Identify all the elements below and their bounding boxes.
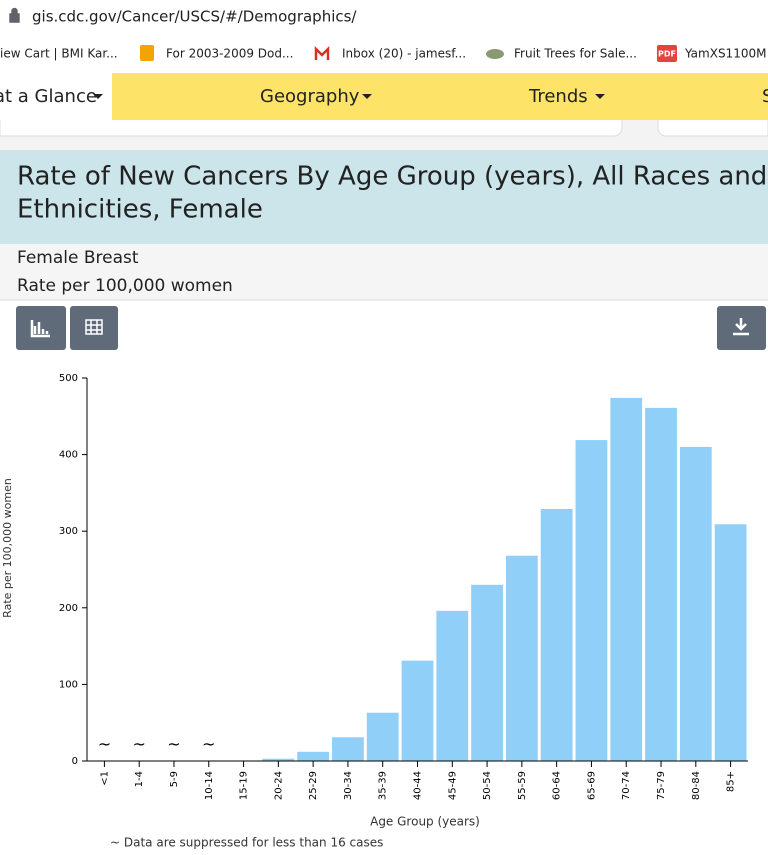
lock-icon [10, 9, 19, 23]
y-tick-label: 0 [72, 756, 78, 767]
x-tick-label: 85+ [726, 771, 737, 792]
x-tick-label: 1-4 [134, 771, 145, 787]
bookmark[interactable]: For 2003-2009 Dod... [166, 47, 293, 61]
y-axis-label: Rate per 100,000 women [1, 478, 14, 618]
bookmark[interactable]: Inbox (20) - jamesf... [342, 47, 466, 61]
x-tick-label: 65-69 [586, 771, 597, 800]
bookmark[interactable]: Fruit Trees for Sale... [514, 47, 637, 61]
y-tick-label: 100 [59, 679, 78, 690]
bar [610, 398, 642, 761]
x-tick-label: 40-44 [413, 771, 424, 800]
bookmark-icon [140, 45, 154, 61]
x-tick-label: 10-14 [204, 771, 215, 800]
footnote: ~ Data are suppressed for less than 16 c… [110, 836, 383, 850]
y-tick-label: 200 [59, 603, 78, 614]
nav-link[interactable]: S [762, 86, 768, 107]
bar [715, 524, 747, 761]
x-tick-label: 60-64 [552, 771, 563, 800]
x-tick-label: 50-54 [482, 771, 493, 800]
nav-link[interactable]: at a Glance [0, 86, 97, 107]
x-tick-label: 75-79 [656, 771, 667, 800]
table-view-button[interactable] [70, 306, 118, 350]
x-tick-label: 20-24 [273, 771, 284, 800]
x-tick-label: 45-49 [447, 771, 458, 800]
bar [506, 556, 538, 761]
y-tick-label: 300 [59, 526, 78, 537]
nav-link[interactable]: Trends [528, 86, 588, 107]
x-tick-label: 55-59 [517, 771, 528, 800]
bar [402, 661, 434, 761]
panel-title: Rate of New Cancers By Age Group (years)… [17, 162, 767, 192]
cancer-site: Female Breast [17, 248, 139, 268]
panel-title: Ethnicities, Female [17, 195, 263, 225]
bookmark[interactable]: YamXS1100M [684, 47, 766, 61]
x-tick-label: 15-19 [239, 771, 250, 800]
x-tick-label: 5-9 [169, 771, 180, 787]
bar [436, 611, 468, 761]
bar [367, 713, 399, 761]
bar [471, 585, 503, 761]
nav-bar [112, 73, 768, 120]
value-label: ~ [132, 735, 145, 754]
chart-view-button[interactable] [16, 306, 66, 350]
url[interactable]: gis.cdc.gov/Cancer/USCS/#/Demographics/ [32, 8, 357, 26]
x-tick-label: 25-29 [308, 771, 319, 800]
x-tick-label: 70-74 [621, 771, 632, 800]
bookmark-icon [486, 49, 504, 59]
y-tick-label: 400 [59, 450, 78, 461]
x-tick-label: 35-39 [378, 771, 389, 800]
bar [645, 408, 677, 761]
bar [297, 752, 329, 761]
bar [680, 447, 712, 761]
bar [576, 440, 608, 761]
bar [332, 737, 364, 761]
x-axis-label: Age Group (years) [370, 815, 480, 829]
filter-card [658, 120, 768, 136]
value-label: ~ [202, 735, 215, 754]
nav-link[interactable]: Geography [260, 86, 360, 107]
x-tick-label: 30-34 [343, 771, 354, 800]
value-label: ~ [98, 735, 111, 754]
x-tick-label: 80-84 [691, 771, 702, 800]
pdf-badge: PDF [658, 50, 676, 59]
value-label: ~ [167, 735, 180, 754]
rate-measure: Rate per 100,000 women [17, 276, 233, 296]
y-tick-label: 500 [59, 373, 78, 384]
bookmark[interactable]: iew Cart | BMI Kar... [0, 47, 118, 61]
filter-card [0, 120, 622, 136]
x-tick-label: <1 [99, 771, 110, 786]
bar [541, 509, 573, 761]
